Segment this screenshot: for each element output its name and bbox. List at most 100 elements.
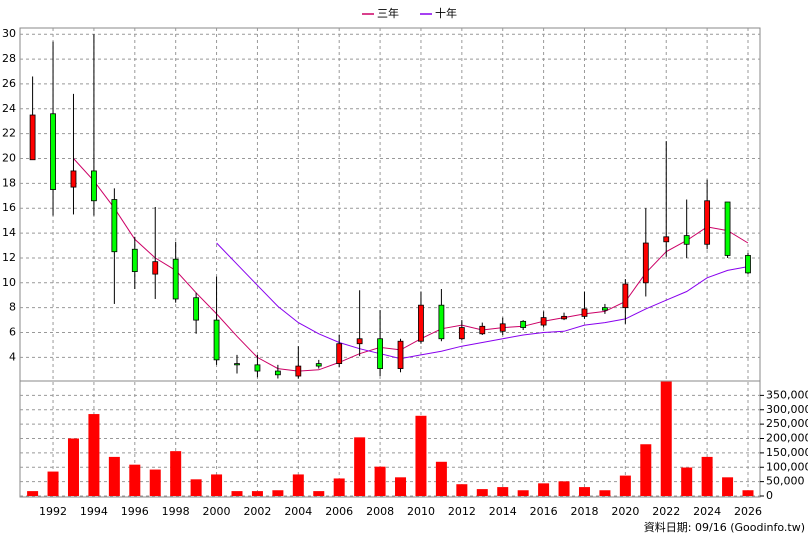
ma-line — [216, 242, 749, 360]
candle-body — [581, 308, 588, 317]
candle-body — [50, 113, 56, 190]
x-tick-label: 2000 — [203, 505, 231, 518]
volume-bar — [231, 491, 243, 496]
volume-bar — [211, 474, 223, 496]
volume-bar — [47, 471, 59, 496]
x-tick-label: 2012 — [448, 505, 476, 518]
candle-body — [254, 364, 261, 372]
candle-body — [561, 315, 567, 320]
volume-bar — [742, 490, 754, 496]
y-tick-label: 20 — [2, 152, 16, 165]
x-tick-label: 2022 — [652, 505, 680, 518]
volume-bar — [88, 414, 100, 496]
candle-body — [315, 363, 322, 367]
y-tick-label: 28 — [2, 52, 16, 65]
volume-bar — [701, 456, 713, 496]
x-tick-label: 2016 — [530, 505, 558, 518]
volume-bar — [456, 484, 468, 496]
volume-bar — [578, 487, 590, 496]
candle-body — [458, 327, 465, 340]
candle-body — [274, 370, 281, 376]
y-tick-label: 10 — [2, 276, 16, 289]
y-tick-label: 8 — [9, 301, 16, 314]
volume-bar — [497, 487, 509, 496]
candle-body — [745, 255, 751, 274]
candle-body — [356, 338, 363, 345]
volume-bar — [722, 477, 734, 496]
x-tick-label: 1998 — [162, 505, 190, 518]
x-tick-label: 2020 — [611, 505, 639, 518]
candle-body — [499, 323, 506, 332]
volume-bar — [435, 461, 447, 496]
y2-tick-label: 50,000 — [766, 475, 805, 488]
candle-body — [438, 304, 445, 340]
x-tick-label: 2014 — [489, 505, 517, 518]
candle-body — [479, 325, 486, 335]
x-tick-label: 2026 — [734, 505, 762, 518]
x-tick-label: 2018 — [570, 505, 598, 518]
candle-body — [602, 307, 608, 311]
y-tick-label: 30 — [2, 27, 16, 40]
candle-body — [377, 338, 383, 369]
volume-bar — [599, 490, 611, 496]
x-tick-label: 2010 — [407, 505, 435, 518]
legend-label: 三年 — [377, 6, 399, 20]
candle-body — [152, 261, 159, 275]
x-tick-label: 1994 — [80, 505, 108, 518]
ma-line — [73, 158, 749, 372]
y-tick-label: 26 — [2, 77, 16, 90]
y-tick-label: 16 — [2, 201, 16, 214]
y-tick-label: 6 — [9, 326, 16, 339]
candle-body — [520, 320, 527, 328]
candle-body — [642, 242, 649, 284]
volume-bar — [67, 438, 79, 496]
y2-tick-label: 200,000 — [766, 432, 808, 445]
x-tick-label: 2002 — [243, 505, 271, 518]
candle-body — [397, 340, 404, 369]
volume-bar — [292, 474, 304, 496]
y2-tick-label: 100,000 — [766, 460, 808, 473]
volume-bar — [27, 491, 39, 496]
candle-body — [172, 258, 179, 300]
candle-body — [111, 199, 118, 253]
volume-bar — [558, 481, 570, 496]
x-tick-label: 2008 — [366, 505, 394, 518]
volume-bar — [538, 483, 550, 496]
candle-body — [622, 283, 629, 309]
candle-body — [418, 304, 424, 342]
y2-tick-label: 350,000 — [766, 388, 808, 401]
candle-body — [540, 317, 547, 326]
candle-body — [29, 114, 36, 161]
volume-bar — [681, 467, 693, 496]
y-tick-label: 24 — [2, 102, 16, 115]
candle-body — [724, 201, 731, 256]
x-tick-label: 1992 — [39, 505, 67, 518]
candle-body — [295, 365, 302, 377]
candle-body — [70, 170, 77, 188]
volume-bar — [374, 466, 386, 496]
y-tick-label: 18 — [2, 176, 16, 189]
volume-bar — [354, 437, 366, 496]
plot-frame — [19, 27, 761, 498]
x-tick-label: 2004 — [284, 505, 312, 518]
volume-bar — [640, 444, 652, 496]
volume-bar — [619, 475, 631, 496]
volume-bar — [149, 469, 161, 496]
volume-bar — [129, 464, 141, 496]
candle-body — [704, 200, 711, 245]
volume-bar — [313, 491, 325, 496]
source-note: 資料日期: 09/16 (Goodinfo.tw) — [644, 520, 805, 534]
legend: 三年 十年 — [362, 6, 457, 20]
volume-bar — [108, 456, 120, 496]
volume-bar — [170, 451, 182, 496]
legend-label: 十年 — [435, 6, 457, 20]
y2-tick-label: 0 — [766, 489, 773, 502]
volume-bar — [333, 478, 345, 496]
candle-body — [663, 236, 670, 243]
y-tick-label: 14 — [2, 226, 16, 239]
y2-tick-label: 300,000 — [766, 403, 808, 416]
volume-bar — [395, 477, 407, 496]
x-tick-label: 2024 — [693, 505, 721, 518]
candle-body — [213, 319, 220, 361]
